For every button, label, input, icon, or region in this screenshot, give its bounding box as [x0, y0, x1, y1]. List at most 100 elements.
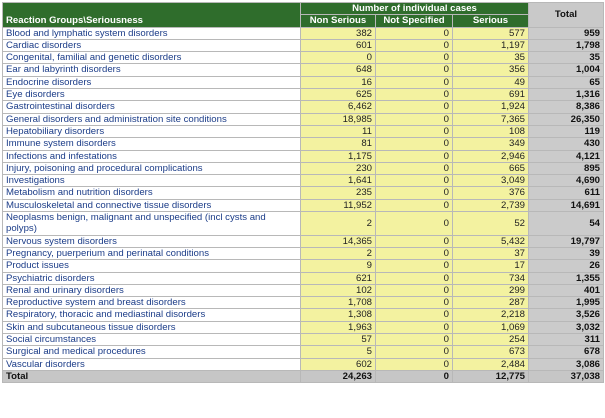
total-cell: 1,355	[528, 271, 604, 285]
count-cell: 577	[452, 26, 529, 40]
row-label: Neoplasms benign, malignant and unspecif…	[2, 211, 301, 236]
count-cell: 1,069	[452, 320, 529, 335]
count-cell: 18,985	[300, 112, 376, 126]
count-cell: 0	[375, 112, 453, 126]
row-label: Reproductive system and breast disorders	[2, 296, 301, 310]
count-cell: 621	[300, 271, 376, 285]
total-cell: 19,797	[528, 234, 604, 248]
count-cell: 1,175	[300, 149, 376, 163]
table-row: General disorders and administration sit…	[2, 112, 604, 126]
row-label: Musculoskeletal and connective tissue di…	[2, 198, 301, 213]
count-cell: 0	[375, 88, 453, 102]
total-cell: 119	[528, 124, 604, 139]
count-cell: 9	[300, 259, 376, 273]
table-row: Immune system disorders 81 0 349 430	[2, 137, 604, 151]
total-cell: 611	[528, 186, 604, 200]
total-cell: 3,032	[528, 320, 604, 335]
count-cell: 691	[452, 88, 529, 102]
count-cell: 37	[452, 246, 529, 261]
table-row: Gastrointestinal disorders 6,462 0 1,924 8,3…	[2, 100, 604, 114]
count-cell: 1,641	[300, 174, 376, 188]
count-cell: 0	[375, 369, 453, 384]
count-cell: 102	[300, 283, 376, 298]
total-cell: 1,798	[528, 38, 604, 53]
count-cell: 0	[375, 137, 453, 151]
row-label: Gastrointestinal disorders	[2, 100, 301, 114]
count-cell: 235	[300, 186, 376, 200]
count-cell: 12,775	[452, 369, 529, 384]
count-cell: 734	[452, 271, 529, 285]
count-cell: 356	[452, 63, 529, 77]
row-label: Endocrine disorders	[2, 75, 301, 90]
count-cell: 0	[375, 211, 453, 236]
row-label: Skin and subcutaneous tissue disorders	[2, 320, 301, 335]
total-cell: 678	[528, 345, 604, 359]
table-row: Congenital, familial and genetic disorde…	[2, 51, 604, 65]
total-cell: 8,386	[528, 100, 604, 114]
row-label: Cardiac disorders	[2, 38, 301, 53]
count-cell: 49	[452, 75, 529, 90]
count-cell: 376	[452, 186, 529, 200]
count-cell: 2,739	[452, 198, 529, 213]
count-cell: 254	[452, 333, 529, 347]
total-cell: 39	[528, 246, 604, 261]
column-header: Non Serious	[300, 14, 376, 28]
row-label: Social circumstances	[2, 333, 301, 347]
table-row: Hepatobiliary disorders 11 0 108 119	[2, 124, 604, 139]
table-row: Neoplasms benign, malignant and unspecif…	[2, 211, 604, 236]
cases-table: Reaction Groups\Seriousness Number of in…	[2, 1, 604, 384]
count-cell: 5	[300, 345, 376, 359]
table-body: Blood and lymphatic system disorders 382 0…	[2, 26, 604, 384]
count-cell: 0	[375, 26, 453, 40]
count-cell: 3,049	[452, 174, 529, 188]
table-row: Pregnancy, puerperium and perinatal cond…	[2, 246, 604, 261]
row-label: Surgical and medical procedures	[2, 345, 301, 359]
count-cell: 57	[300, 333, 376, 347]
count-cell: 0	[375, 174, 453, 188]
row-label: Pregnancy, puerperium and perinatal cond…	[2, 246, 301, 261]
row-label: Immune system disorders	[2, 137, 301, 151]
count-cell: 1,708	[300, 296, 376, 310]
table-row: Eye disorders 625 0 691 1,316	[2, 88, 604, 102]
row-label: Product issues	[2, 259, 301, 273]
count-cell: 0	[375, 186, 453, 200]
table-row: Investigations 1,641 0 3,049 4,690	[2, 174, 604, 188]
count-cell: 17	[452, 259, 529, 273]
count-cell: 0	[375, 345, 453, 359]
count-cell: 35	[452, 51, 529, 65]
count-cell: 2	[300, 211, 376, 236]
total-cell: 1,316	[528, 88, 604, 102]
count-cell: 0	[375, 51, 453, 65]
table-row: Reproductive system and breast disorders…	[2, 296, 604, 310]
total-cell: 959	[528, 26, 604, 40]
total-cell: 37,038	[528, 369, 604, 384]
count-cell: 0	[375, 296, 453, 310]
table-row: Surgical and medical procedures 5 0 673 678	[2, 345, 604, 359]
total-cell: 26	[528, 259, 604, 273]
count-cell: 2,484	[452, 357, 529, 371]
row-label: Eye disorders	[2, 88, 301, 102]
count-cell: 0	[375, 63, 453, 77]
row-label: Hepatobiliary disorders	[2, 124, 301, 139]
table-row: Renal and urinary disorders 102 0 299 401	[2, 283, 604, 298]
count-cell: 0	[375, 161, 453, 176]
total-cell: 311	[528, 333, 604, 347]
count-cell: 52	[452, 211, 529, 236]
count-cell: 2,218	[452, 308, 529, 322]
total-cell: 4,121	[528, 149, 604, 163]
total-cell: 3,086	[528, 357, 604, 371]
count-cell: 1,197	[452, 38, 529, 53]
count-cell: 11	[300, 124, 376, 139]
column-header: Serious	[452, 14, 529, 28]
row-label: Vascular disorders	[2, 357, 301, 371]
count-cell: 24,263	[300, 369, 376, 384]
count-cell: 0	[375, 271, 453, 285]
count-cell: 14,365	[300, 234, 376, 248]
count-cell: 6,462	[300, 100, 376, 114]
count-cell: 0	[375, 333, 453, 347]
count-cell: 0	[375, 38, 453, 53]
count-cell: 0	[375, 246, 453, 261]
count-cell: 108	[452, 124, 529, 139]
total-cell: 14,691	[528, 198, 604, 213]
